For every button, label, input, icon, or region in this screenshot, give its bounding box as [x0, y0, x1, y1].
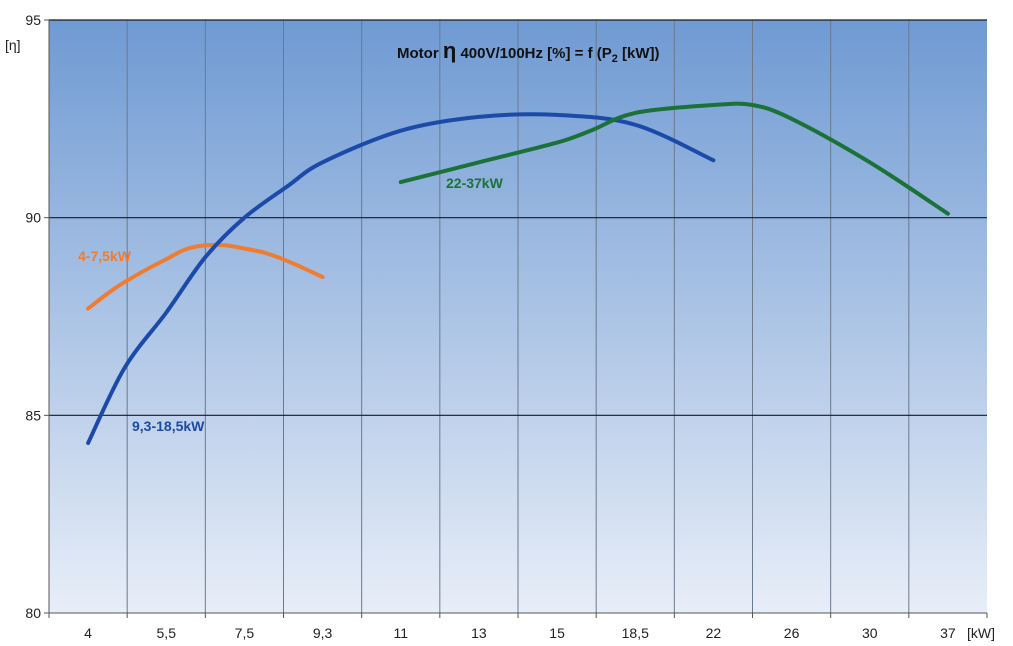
vertical-gridlines	[126, 20, 910, 613]
x-tick-label: 9,3	[313, 625, 333, 641]
series-line-22-37kw	[398, 101, 950, 216]
series-line-4-7-5kw	[86, 242, 325, 311]
axes	[44, 19, 988, 618]
series-label-22-37kw: 22-37kW	[446, 175, 504, 191]
x-tick-label: 26	[784, 625, 800, 641]
title-prefix: Motor	[397, 45, 443, 62]
x-tick-label: 15	[549, 625, 565, 641]
series-line-9-3-18-5kw	[86, 112, 716, 445]
chart-title: Motor η 400V/100Hz [%] = f (P2 [kW])	[397, 38, 660, 65]
y-axis-label: [η]	[5, 37, 21, 53]
x-tick-labels: 4 5,5 7,5 9,3 11 13 15 18,5 22 26 30 37	[84, 625, 956, 641]
x-tick-label: 5,5	[157, 625, 177, 641]
x-tick-label: 13	[471, 625, 487, 641]
series-lines	[86, 101, 950, 445]
x-tick-label: 4	[84, 625, 92, 641]
x-axis-unit-label: [kW]	[967, 625, 995, 641]
title-subscript: 2	[612, 53, 618, 65]
y-tick-label: 95	[25, 12, 41, 28]
title-middle: 400V/100Hz [%] = f (P	[456, 45, 611, 62]
x-tick-label: 30	[862, 625, 878, 641]
y-tick-label: 90	[25, 210, 41, 226]
y-tick-label: 85	[25, 407, 41, 423]
y-tick-labels: 80 85 90 95	[25, 12, 41, 621]
x-tick-label: 37	[940, 625, 956, 641]
y-tick-label: 80	[25, 605, 41, 621]
x-tick-label: 7,5	[235, 625, 255, 641]
x-tick-label: 11	[393, 625, 408, 641]
title-suffix: [kW])	[618, 45, 660, 62]
x-tick-label: 18,5	[622, 625, 649, 641]
horizontal-gridlines	[49, 19, 987, 416]
series-label-4-7-5kw: 4-7,5kW	[78, 248, 132, 264]
series-label-9-3-18-5kw: 9,3-18,5kW	[132, 418, 205, 434]
x-tick-label: 22	[706, 625, 722, 641]
series-labels: 4-7,5kW 9,3-18,5kW 22-37kW	[78, 175, 504, 434]
title-symbol: η	[443, 38, 456, 63]
